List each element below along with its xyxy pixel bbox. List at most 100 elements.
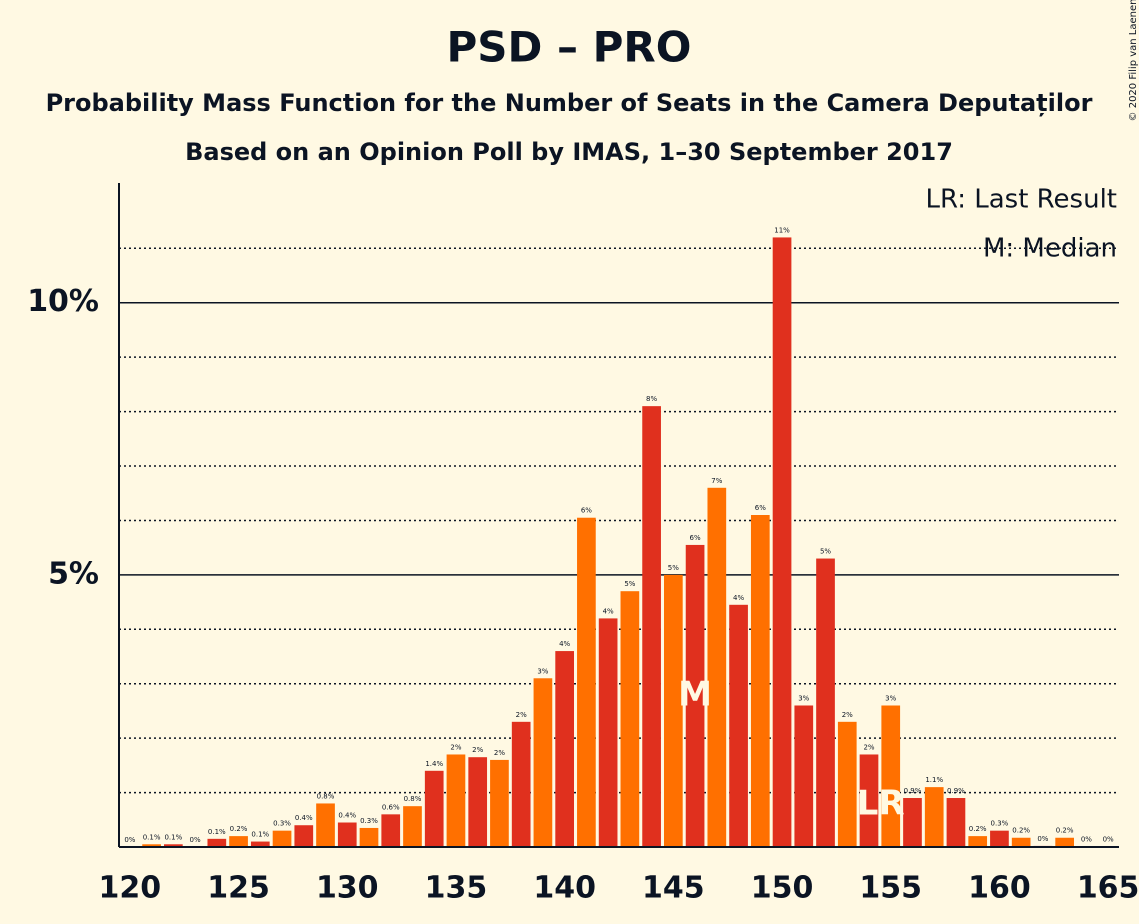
bar xyxy=(1055,837,1074,847)
y-tick-label: 5% xyxy=(48,556,99,591)
bar xyxy=(620,591,640,847)
value-label: 4% xyxy=(733,594,744,602)
value-label: 2% xyxy=(863,743,874,751)
chart-subtitle: Based on an Opinion Poll by IMAS, 1–30 S… xyxy=(185,138,953,166)
x-tick-label: 160 xyxy=(968,871,1031,906)
value-label: 2% xyxy=(842,711,853,719)
value-label: 0.1% xyxy=(208,828,226,836)
bar xyxy=(1011,837,1031,847)
value-label: 8% xyxy=(646,395,657,403)
value-label: 11% xyxy=(774,226,790,234)
value-label: 2% xyxy=(516,711,527,719)
x-tick-label: 155 xyxy=(859,871,922,906)
bar xyxy=(403,806,422,847)
value-label: 0.8% xyxy=(404,795,422,803)
bar xyxy=(164,844,183,847)
legend-entry: LR: Last Result xyxy=(925,185,1117,215)
x-tick-label: 140 xyxy=(533,871,596,906)
x-tick-label: 125 xyxy=(207,871,270,906)
bar xyxy=(642,406,661,847)
bar xyxy=(294,825,314,847)
bar xyxy=(664,574,683,847)
value-label: 5% xyxy=(624,580,635,588)
bar xyxy=(533,678,553,847)
value-label: 2% xyxy=(494,749,505,757)
bar xyxy=(468,757,488,847)
chart-title: PSD – PRO xyxy=(447,23,692,72)
bar xyxy=(272,830,292,847)
value-label: 6% xyxy=(581,507,592,515)
value-label: 0.1% xyxy=(143,833,161,841)
value-label: 0.1% xyxy=(164,833,182,841)
value-label: 0.9% xyxy=(904,787,922,795)
value-label: 3% xyxy=(798,694,809,702)
value-label: 7% xyxy=(711,477,722,485)
value-label: 5% xyxy=(668,564,679,572)
bar xyxy=(924,787,944,847)
bar xyxy=(685,544,705,847)
bar xyxy=(337,822,357,847)
value-label: 0% xyxy=(1103,835,1114,843)
x-tick-label: 150 xyxy=(751,871,814,906)
value-label: 0% xyxy=(1081,835,1092,843)
x-tick-label: 145 xyxy=(642,871,705,906)
value-label: 3% xyxy=(885,694,896,702)
x-tick-label: 120 xyxy=(99,871,162,906)
value-label: 5% xyxy=(820,548,831,556)
marker-label: M xyxy=(678,674,712,714)
value-label: 0.2% xyxy=(969,825,987,833)
value-label: 0% xyxy=(124,836,135,844)
value-label: 0.1% xyxy=(251,831,269,839)
value-label: 4% xyxy=(603,607,614,615)
bar xyxy=(555,651,574,847)
bar xyxy=(250,841,270,847)
value-label: 0.2% xyxy=(1012,827,1030,835)
value-label: 0% xyxy=(1037,835,1048,843)
bar xyxy=(750,515,770,847)
value-label: 1.4% xyxy=(425,760,443,768)
bar xyxy=(772,237,792,848)
value-label: 0.8% xyxy=(317,792,335,800)
value-label: 6% xyxy=(755,504,766,512)
bar xyxy=(903,798,922,847)
value-label: 1.1% xyxy=(925,776,943,784)
bar xyxy=(946,798,966,847)
bar xyxy=(446,754,466,847)
bar xyxy=(577,517,596,847)
copyright: © 2020 Filip van Laenen xyxy=(1128,0,1139,121)
bar xyxy=(359,827,379,847)
value-label: 0.3% xyxy=(991,820,1009,828)
value-label: 4% xyxy=(559,640,570,648)
bar xyxy=(837,721,857,847)
bar xyxy=(816,558,835,847)
value-label: 0% xyxy=(190,836,201,844)
bar xyxy=(511,721,531,847)
x-tick-label: 135 xyxy=(425,871,488,906)
bar xyxy=(794,705,814,847)
value-label: 2% xyxy=(472,746,483,754)
value-label: 0.4% xyxy=(338,812,356,820)
bar xyxy=(859,754,879,847)
value-label: 0.2% xyxy=(230,825,248,833)
value-label: 0.3% xyxy=(273,820,291,828)
bar xyxy=(881,705,901,847)
bar xyxy=(490,759,509,847)
y-tick-label: 10% xyxy=(27,284,99,319)
bar xyxy=(968,836,988,847)
value-label: 0.6% xyxy=(382,803,400,811)
x-tick-label: 165 xyxy=(1077,871,1139,906)
bar xyxy=(207,838,227,847)
bar xyxy=(990,830,1009,847)
value-label: 6% xyxy=(690,534,701,542)
bar xyxy=(316,803,335,847)
x-tick-label: 130 xyxy=(316,871,379,906)
bar xyxy=(707,487,727,847)
bar xyxy=(381,814,401,847)
bar xyxy=(142,844,161,847)
bar xyxy=(598,618,618,847)
bar xyxy=(729,604,748,847)
value-label: 0.9% xyxy=(947,787,965,795)
value-label: 0.4% xyxy=(295,814,313,822)
value-label: 2% xyxy=(450,743,461,751)
marker-label: LR xyxy=(857,784,905,824)
